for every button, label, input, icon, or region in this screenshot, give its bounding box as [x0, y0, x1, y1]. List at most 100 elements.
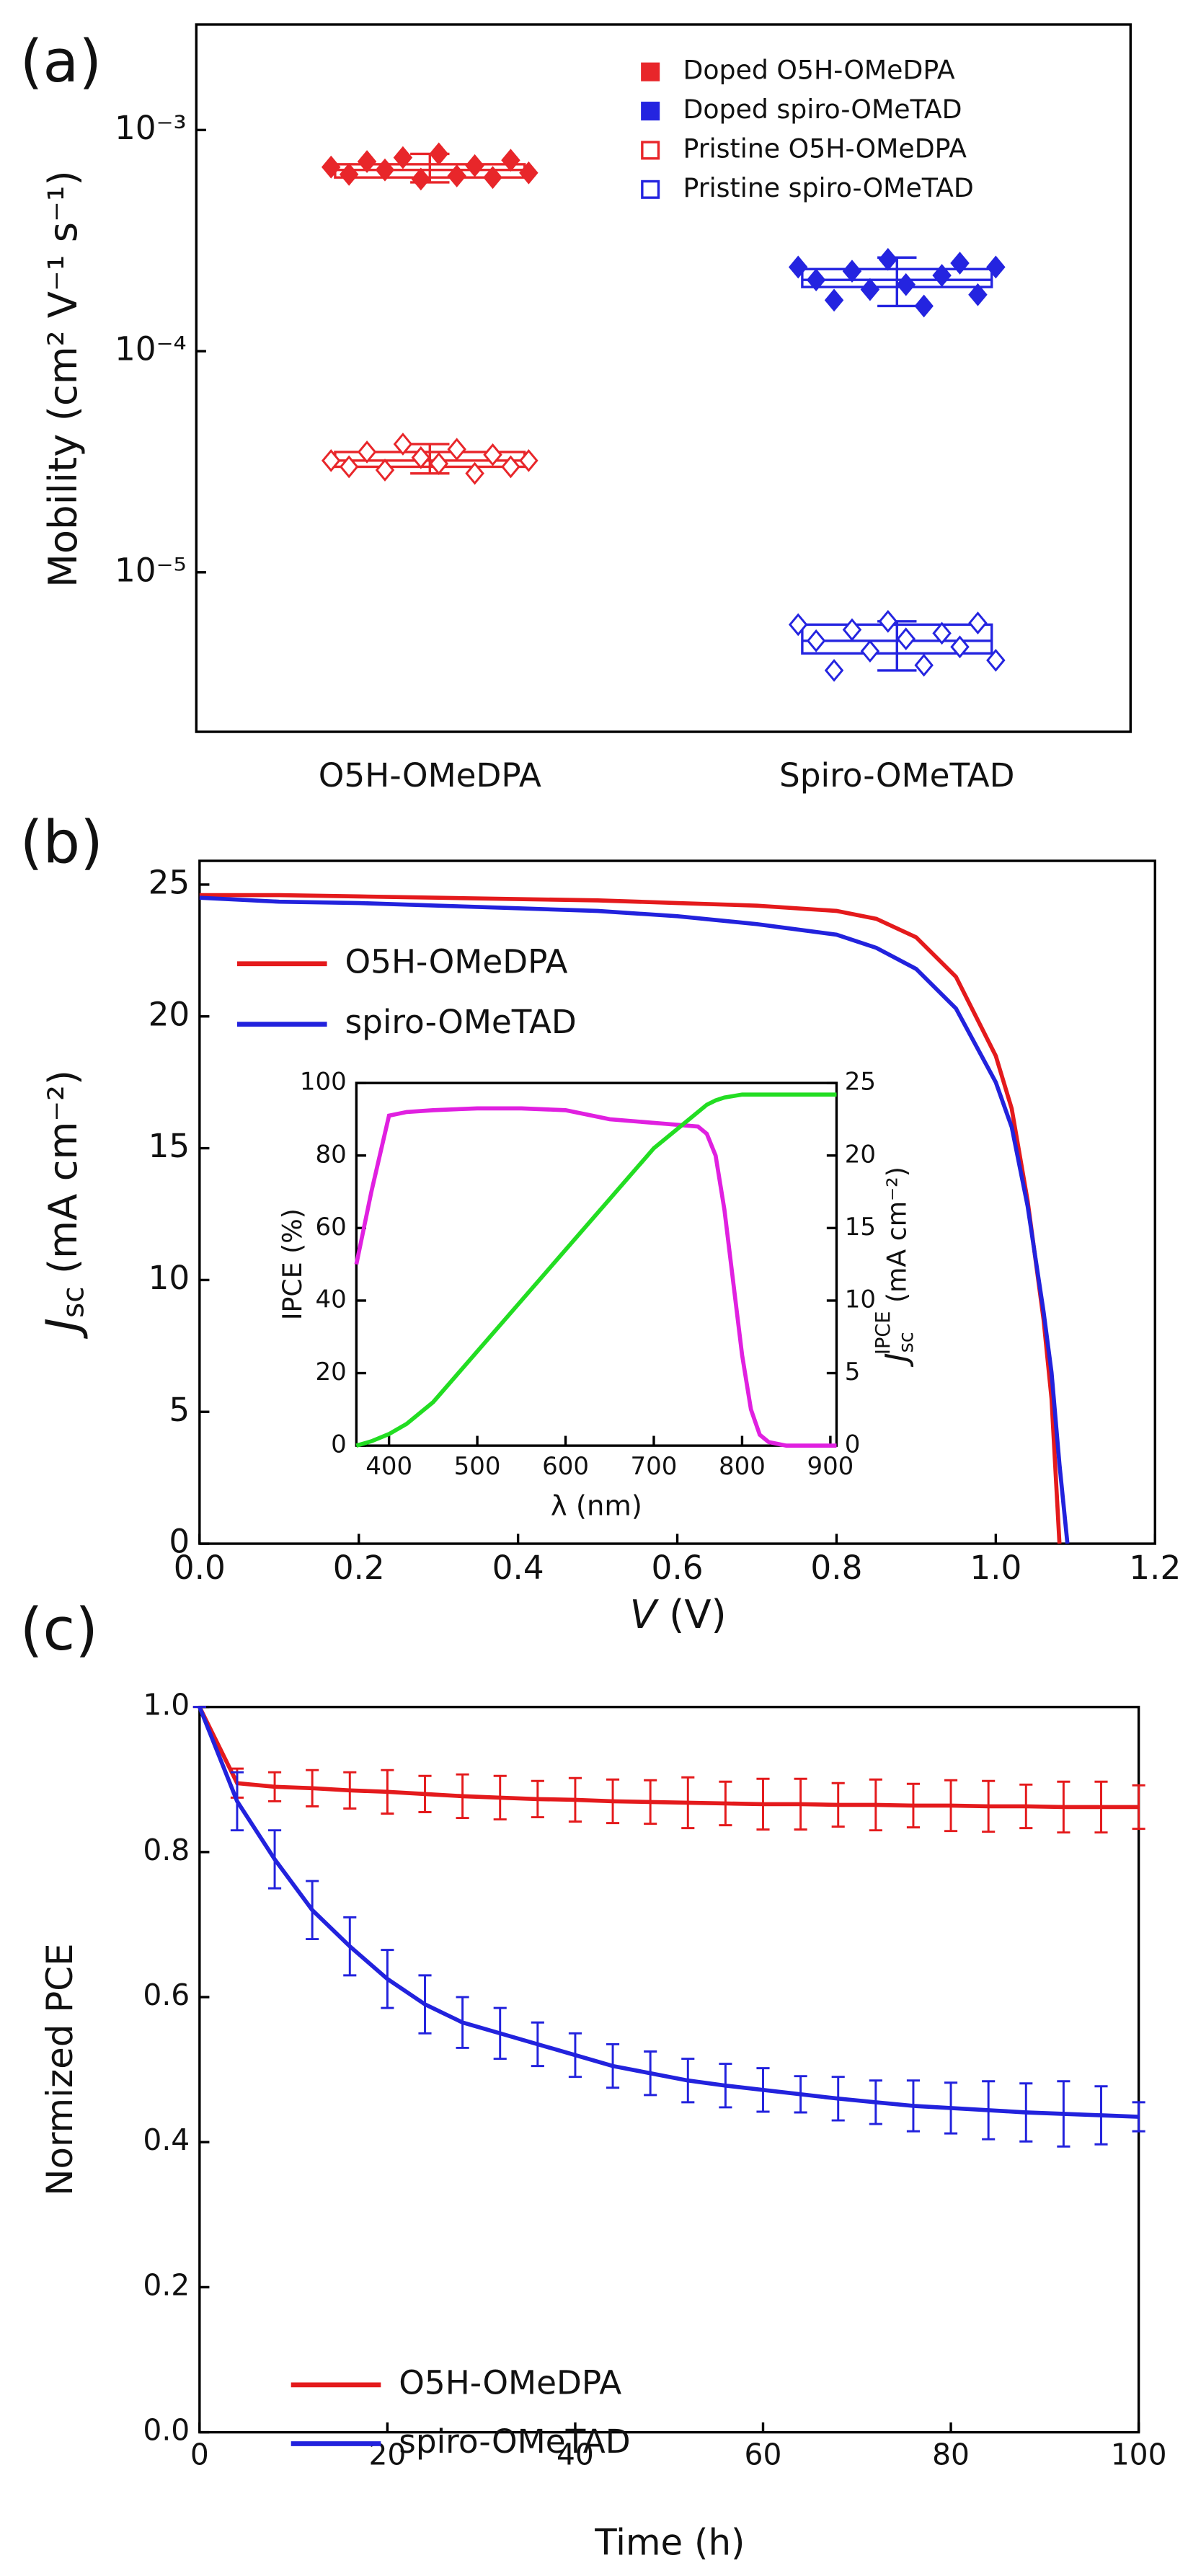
data-point	[968, 611, 988, 634]
y-tick-label: 40	[316, 1285, 347, 1314]
plot-frame	[198, 1705, 1140, 2434]
data-point	[393, 433, 413, 456]
x-tick-label: 0.8	[810, 1549, 862, 1587]
data-point	[339, 162, 359, 186]
legend-marker	[641, 62, 660, 81]
y-tick-label: 10	[148, 1259, 190, 1297]
x-tick-label: 800	[719, 1452, 766, 1481]
y2-tick-label: 20	[845, 1140, 876, 1169]
legend-marker	[641, 102, 660, 121]
y2-tick-label: 15	[845, 1213, 876, 1241]
data-point	[321, 155, 341, 179]
x-tick-label: 400	[365, 1452, 412, 1481]
data-point	[375, 459, 395, 482]
data-point	[896, 273, 916, 296]
data-point	[878, 247, 898, 271]
data-point	[824, 659, 844, 682]
data-point	[878, 609, 898, 633]
x-tick-label: 0	[190, 2438, 209, 2472]
data-point	[429, 452, 449, 475]
y2-tick-label: 5	[845, 1358, 861, 1386]
data-point	[465, 461, 484, 485]
panel-label: (b)	[20, 808, 103, 877]
legend-label: O5H-OMeDPA	[345, 942, 567, 981]
data-point	[914, 294, 934, 318]
x-axis-label: λ (nm)	[551, 1490, 642, 1523]
data-point	[357, 150, 377, 173]
legend-label: Doped spiro-OMeTAD	[683, 94, 962, 125]
y-tick-label: 0.0	[143, 2413, 190, 2448]
y-tick-label: 10⁻⁴	[115, 330, 187, 368]
data-point	[501, 149, 520, 172]
y-tick-label: 80	[316, 1140, 347, 1169]
data-point	[447, 164, 466, 187]
x-axis-label: V (V)	[630, 1592, 727, 1637]
data-point	[842, 618, 862, 642]
x-axis-label: Time (h)	[594, 2521, 745, 2563]
legend-label: O5H-OMeDPA	[399, 2363, 621, 2402]
y-tick-label: 100	[300, 1068, 347, 1097]
panel-label: (a)	[20, 27, 102, 96]
data-point	[806, 629, 826, 652]
x-tick-label: O5H-OMeDPA	[319, 756, 541, 795]
x-label-unit: (V)	[657, 1592, 727, 1637]
data-point	[986, 648, 1006, 672]
x-tick-label: 700	[631, 1452, 678, 1481]
data-point	[788, 613, 808, 637]
data-point	[429, 142, 449, 166]
plot-frame	[195, 23, 1132, 733]
data-point	[519, 161, 538, 185]
data-point	[788, 255, 808, 279]
y2-axis-label: JscIPCE (mA cm⁻²)	[872, 1167, 918, 1368]
y-tick-label: 0	[331, 1430, 347, 1459]
data-point	[932, 264, 952, 287]
data-point	[375, 158, 395, 182]
panel-label: (c)	[20, 1595, 98, 1664]
data-point	[411, 446, 431, 469]
x-tick-label: 500	[454, 1452, 501, 1481]
plot-frame	[355, 1081, 838, 1447]
data-point	[932, 621, 952, 645]
y-tick-label: 0.4	[143, 2123, 190, 2157]
data-point	[968, 283, 988, 306]
y2-tick-label: 0	[845, 1430, 861, 1459]
data-point	[950, 252, 970, 275]
x-tick-label: 0.2	[333, 1549, 385, 1587]
y-axis-label: IPCE (%)	[277, 1208, 308, 1320]
y2-tick-label: 10	[845, 1285, 876, 1314]
x-label-symbol: V	[630, 1592, 660, 1637]
x-tick-label: 80	[932, 2438, 970, 2472]
y-label-sub: sc	[56, 1286, 91, 1318]
data-point	[860, 639, 880, 663]
x-tick-label: Spiro-OMeTAD	[779, 756, 1015, 795]
series-line	[354, 1106, 837, 1448]
y-tick-label: 0.2	[143, 2267, 190, 2302]
series-line	[198, 1706, 1139, 1810]
y-tick-label: 10⁻³	[115, 109, 187, 147]
legend-label: spiro-OMeTAD	[345, 1003, 576, 1041]
data-point	[896, 627, 916, 651]
x-tick-label: 0.0	[174, 1549, 226, 1587]
x-tick-label: 0.4	[492, 1549, 544, 1587]
x-tick-label: 60	[745, 2438, 782, 2472]
x-tick-label: 900	[807, 1452, 854, 1481]
data-point	[824, 288, 844, 312]
y-tick-label: 10⁻⁵	[115, 551, 187, 589]
y-tick-label: 25	[148, 863, 190, 901]
data-point	[806, 268, 826, 292]
y-axis-label: Normized PCE	[39, 1943, 81, 2195]
legend-label: Doped O5H-OMeDPA	[683, 55, 954, 86]
x-tick-label: 0.6	[652, 1549, 704, 1587]
x-tick-label: 1.2	[1129, 1549, 1181, 1587]
data-point	[321, 448, 341, 472]
y2-label-sup: IPCE	[872, 1311, 895, 1355]
y-axis-label: Mobility (cm² V⁻¹ s⁻¹)	[40, 170, 86, 588]
data-point	[357, 441, 377, 464]
data-point	[447, 438, 466, 461]
legend-marker	[641, 141, 660, 160]
data-point	[411, 167, 431, 191]
y2-label-unit: (mA cm⁻²)	[882, 1167, 913, 1311]
y-tick-label: 15	[148, 1127, 190, 1165]
data-point	[519, 448, 538, 472]
